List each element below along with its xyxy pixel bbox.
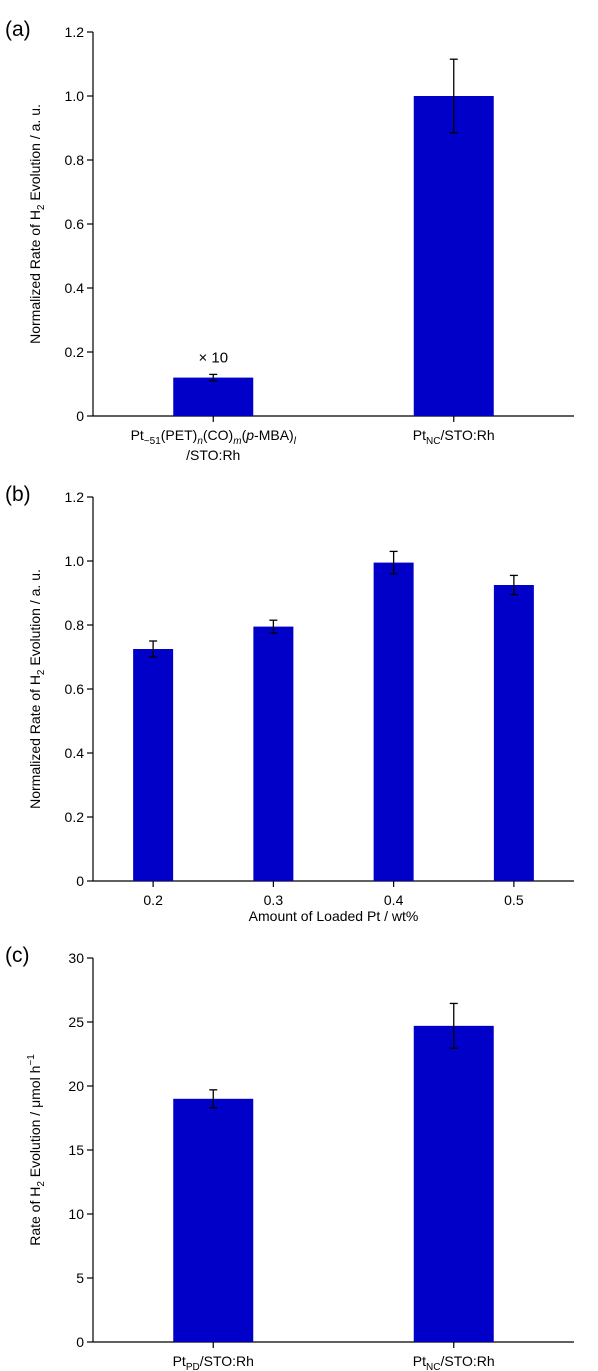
y-tick-label: 0.4 <box>65 280 85 296</box>
x-category-label: 0.2 <box>143 892 163 908</box>
y-tick-label: 0.2 <box>65 809 85 825</box>
x-category-label: 0.5 <box>504 892 524 908</box>
y-tick-label: 0.6 <box>65 216 85 232</box>
x-category-label-line2: /STO:Rh <box>186 447 240 463</box>
bar <box>493 585 534 881</box>
y-tick-label: 10 <box>68 1206 84 1222</box>
bar-annotation: × 10 <box>198 349 228 366</box>
bar <box>413 1025 494 1342</box>
y-tick-label: 1.0 <box>65 88 85 104</box>
y-tick-label: 5 <box>76 1270 84 1286</box>
y-axis-title: Normalized Rate of H2 Evolution / a. u. <box>27 104 47 344</box>
x-category-label: Pt~51(PET)n(CO)m(p-MBA)l <box>131 427 297 447</box>
y-tick-label: 30 <box>68 950 84 966</box>
y-tick-label: 0.8 <box>65 152 85 168</box>
y-tick-label: 15 <box>68 1142 84 1158</box>
y-tick-label: 1.2 <box>65 24 85 40</box>
y-tick-label: 20 <box>68 1078 84 1094</box>
bar <box>173 1098 254 1342</box>
y-tick-label: 1.2 <box>65 489 85 505</box>
y-axis-title: Normalized Rate of H2 Evolution / a. u. <box>27 569 47 809</box>
bar <box>413 96 494 416</box>
y-tick-label: 25 <box>68 1014 84 1030</box>
x-category-label: PtPD/STO:Rh <box>173 1353 254 1371</box>
y-tick-label: 0 <box>76 873 84 889</box>
bar <box>173 377 254 416</box>
chart-panel-2: (b) 0 0.2 0.4 0.6 0.8 1.0 1.2 Normalized Rate of… <box>5 483 574 924</box>
bar <box>373 562 414 881</box>
panel-label: (a) <box>5 18 31 41</box>
y-tick-label: 1.0 <box>65 553 85 569</box>
x-axis-title: Amount of Loaded Pt / wt% <box>249 908 419 924</box>
x-category-label: PtNC/STO:Rh <box>413 427 495 447</box>
y-tick-label: 0.8 <box>65 617 85 633</box>
x-category-label: PtNC/STO:Rh <box>413 1353 495 1371</box>
y-tick-label: 0 <box>76 1334 84 1350</box>
y-tick-label: 0.2 <box>65 344 85 360</box>
panel-label: (b) <box>5 483 31 506</box>
x-category-label: 0.4 <box>384 892 404 908</box>
y-axis-title: Rate of H2 Evolution / μmol h−1 <box>26 1054 47 1246</box>
y-tick-label: 0 <box>76 408 84 424</box>
chart-panel-1: (a) 0 0.2 0.4 0.6 0.8 1.0 1.2 Normalized Rate of… <box>5 18 574 463</box>
chart-panel-3: (c) 0 5 10 15 20 25 30 Rate of H2 Evolution / μm… <box>5 944 574 1371</box>
x-category-label: 0.3 <box>264 892 284 908</box>
bar <box>253 626 294 881</box>
panel-label: (c) <box>5 944 30 967</box>
bar <box>133 649 174 881</box>
y-tick-label: 0.6 <box>65 681 85 697</box>
y-tick-label: 0.4 <box>65 745 85 761</box>
